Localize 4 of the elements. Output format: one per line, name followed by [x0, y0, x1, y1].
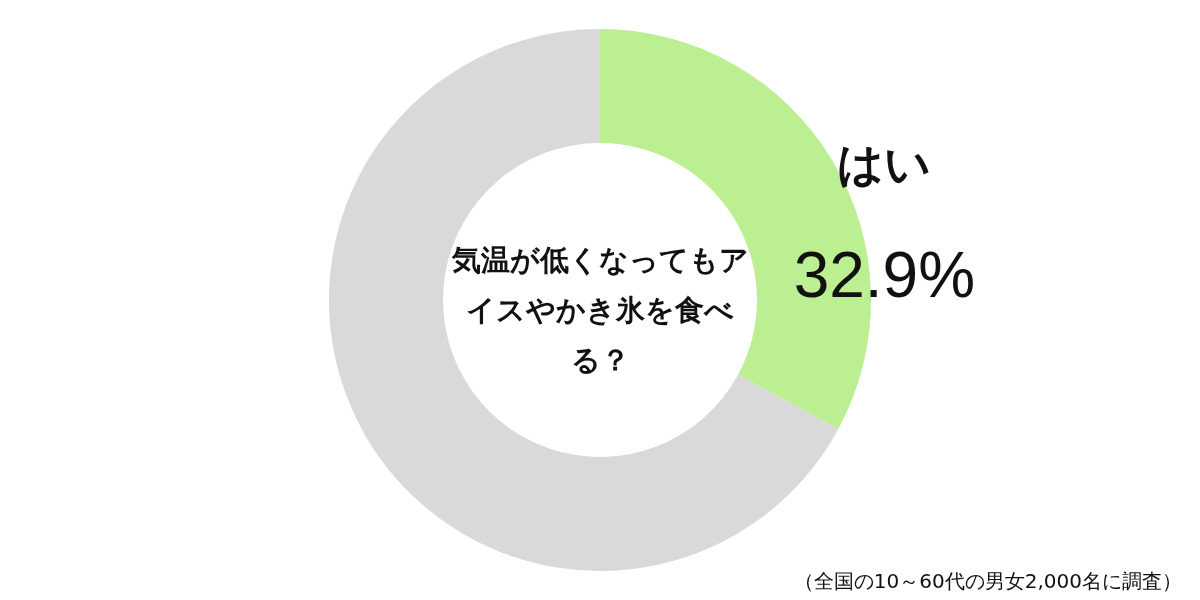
data-label: 32.9%: [793, 239, 976, 311]
text: 気温が低くなってもアイスやかき氷を食べる？: [450, 242, 750, 379]
slice-label: はい: [837, 137, 932, 191]
text: （全国の10～60代の男女2,000名に調査）: [793, 569, 1182, 593]
